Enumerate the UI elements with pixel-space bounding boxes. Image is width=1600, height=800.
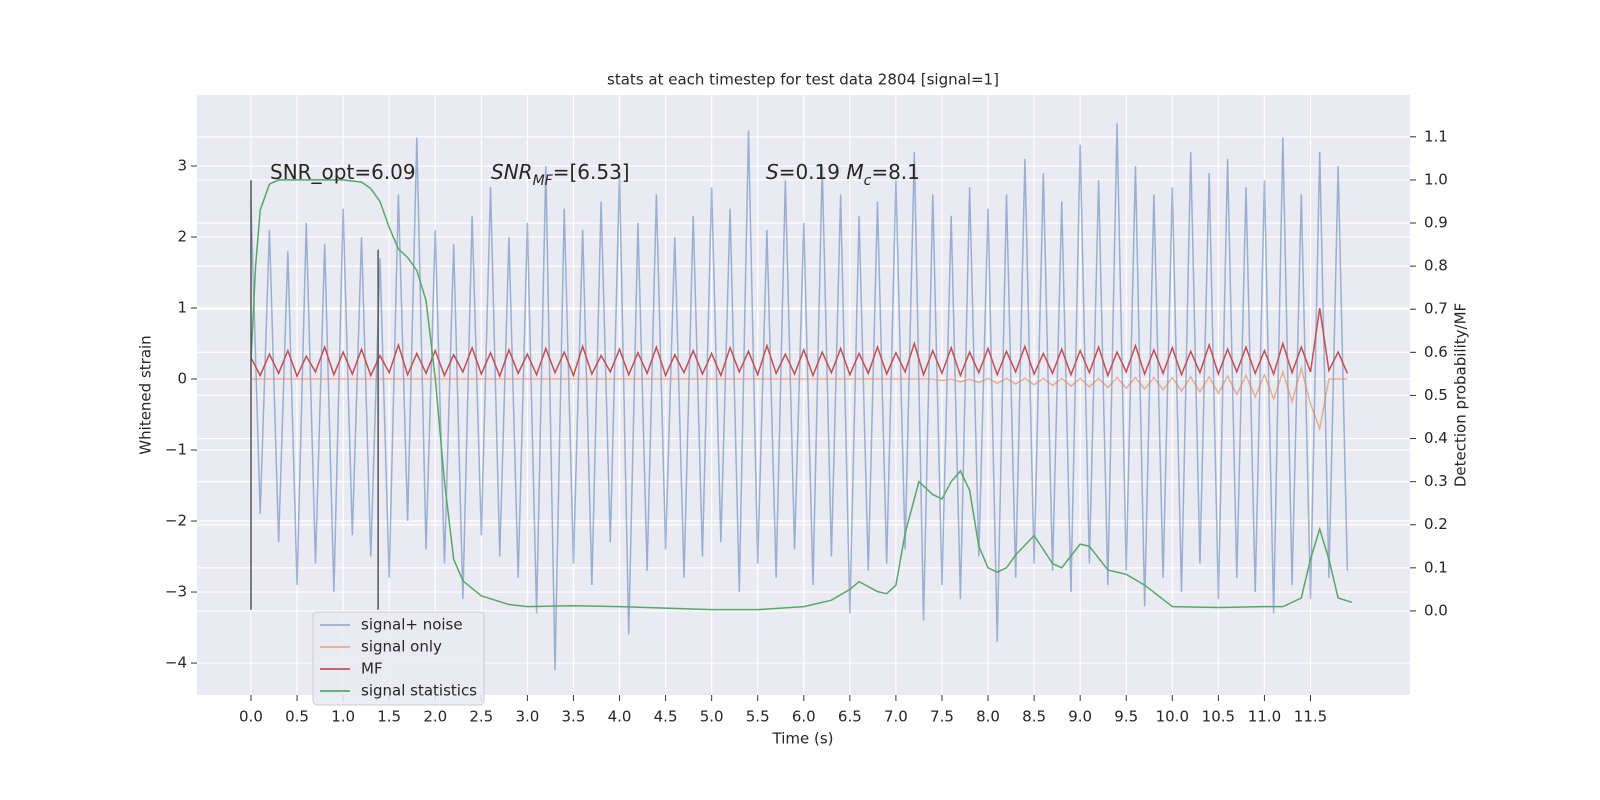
x-tick-label: 9.0 xyxy=(1068,708,1092,726)
x-tick-label: 10.0 xyxy=(1156,708,1189,726)
x-tick-label: 3.5 xyxy=(562,708,586,726)
x-tick-label: 8.5 xyxy=(1022,708,1046,726)
series-line xyxy=(250,123,1349,671)
series-line xyxy=(250,307,1349,379)
annotation-part: SNR xyxy=(491,160,533,184)
y-tick-label: −3 xyxy=(165,583,187,601)
x-tick-label: 11.0 xyxy=(1248,708,1281,726)
annotation: S=0.19 Mc=8.1 xyxy=(766,160,920,190)
annotation-part: c xyxy=(864,173,872,189)
x-tick-label: 6.5 xyxy=(838,708,862,726)
x-tick-label: 2.5 xyxy=(469,708,493,726)
y-tick-label: −4 xyxy=(165,654,187,672)
series-line xyxy=(250,179,1353,611)
y2-tick-label: 0.5 xyxy=(1424,386,1448,404)
x-tick-label: 8.0 xyxy=(976,708,1000,726)
y2-tick-label: 0.2 xyxy=(1424,515,1448,533)
legend-label: signal only xyxy=(361,638,442,656)
x-tick-label: 4.0 xyxy=(608,708,632,726)
x-tick-label: 4.5 xyxy=(654,708,678,726)
legend-label: signal statistics xyxy=(361,682,477,700)
x-tick-label: 1.0 xyxy=(331,708,355,726)
y-tick-label: 3 xyxy=(177,157,187,175)
x-tick-label: 0.0 xyxy=(239,708,263,726)
y2-tick-label: 0.4 xyxy=(1424,429,1448,447)
y2-tick-label: 0.3 xyxy=(1424,472,1448,490)
x-tick-label: 2.0 xyxy=(423,708,447,726)
x-tick-label: 5.5 xyxy=(746,708,770,726)
annotation-part: =8.1 xyxy=(871,160,920,184)
y2-tick-label: 1.1 xyxy=(1424,127,1448,145)
x-tick-label: 1.5 xyxy=(377,708,401,726)
x-tick-label: 5.0 xyxy=(700,708,724,726)
annotation-part: M xyxy=(846,160,863,184)
x-tick-label: 7.0 xyxy=(884,708,908,726)
y2-axis-label: Detection probability/MF xyxy=(1452,303,1470,487)
legend-label: MF xyxy=(361,660,383,678)
y2-tick-label: 0.1 xyxy=(1424,558,1448,576)
series-line xyxy=(250,365,1348,432)
x-axis-label: Time (s) xyxy=(772,730,834,748)
chart-title: stats at each timestep for test data 280… xyxy=(607,71,999,89)
annotation-part: =0.19 xyxy=(779,160,847,184)
y2-tick-label: 0.9 xyxy=(1424,214,1448,232)
annotation-part: MF xyxy=(533,173,554,189)
legend-label: signal+ noise xyxy=(361,616,463,634)
x-tick-label: 6.0 xyxy=(792,708,816,726)
annotation: SNRMF=[6.53] xyxy=(491,160,630,190)
annotation-part: S xyxy=(766,160,779,184)
x-tick-label: 11.5 xyxy=(1294,708,1327,726)
legend-box xyxy=(312,611,485,706)
x-tick-label: 3.0 xyxy=(515,708,539,726)
y-tick-label: 0 xyxy=(177,370,187,388)
y2-tick-label: 0.0 xyxy=(1424,601,1448,619)
x-tick-label: 7.5 xyxy=(930,708,954,726)
y-tick-label: −1 xyxy=(165,441,187,459)
x-tick-label: 0.5 xyxy=(285,708,309,726)
y2-tick-label: 0.7 xyxy=(1424,300,1448,318)
y2-tick-label: 1.0 xyxy=(1424,170,1448,188)
annotation: SNR_opt=6.09 xyxy=(270,160,416,184)
y-tick-label: 2 xyxy=(177,228,187,246)
annotation-part: SNR_opt=6.09 xyxy=(270,160,416,184)
y-tick-label: 1 xyxy=(177,299,187,317)
y-axis-label: Whitened strain xyxy=(137,335,155,454)
x-tick-label: 10.5 xyxy=(1202,708,1235,726)
y-tick-label: −2 xyxy=(165,512,187,530)
y2-tick-label: 0.8 xyxy=(1424,257,1448,275)
x-tick-label: 9.5 xyxy=(1114,708,1138,726)
y2-tick-label: 0.6 xyxy=(1424,343,1448,361)
annotation-part: =[6.53] xyxy=(553,160,630,184)
